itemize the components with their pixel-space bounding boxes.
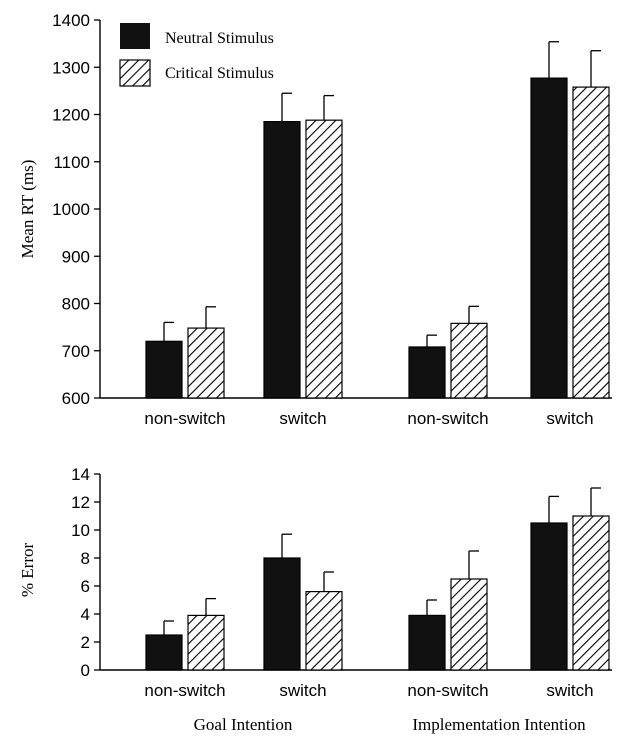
rt-chart: 600 700 800 900 1000 1100 1200 1300 1400 Mean RT… bbox=[18, 11, 612, 428]
err-x-tick-label: switch bbox=[279, 681, 326, 700]
rt-y-tick-label: 1300 bbox=[52, 58, 90, 77]
rt-y-tick-label: 1000 bbox=[52, 200, 90, 219]
rt-x-tick-labels: non-switch switch non-switch switch bbox=[144, 409, 593, 428]
err-bar-neutral bbox=[408, 614, 446, 671]
rt-x-tick-label: non-switch bbox=[144, 409, 225, 428]
rt-y-tick-label: 900 bbox=[62, 247, 90, 266]
err-bar-critical bbox=[187, 614, 225, 671]
err-y-tick-label: 10 bbox=[71, 521, 90, 540]
rt-x-tick-label: switch bbox=[546, 409, 593, 428]
legend-swatch-critical bbox=[119, 59, 151, 87]
err-y-ticks: 0 2 4 6 8 10 12 14 bbox=[71, 465, 100, 680]
err-bar-neutral bbox=[263, 557, 301, 671]
group-label-goal: Goal Intention bbox=[194, 715, 293, 734]
legend-label-neutral: Neutral Stimulus bbox=[165, 30, 274, 47]
legend-label-critical: Critical Stimulus bbox=[165, 65, 274, 82]
rt-y-tick-label: 1200 bbox=[52, 106, 90, 125]
rt-bar-critical bbox=[450, 322, 488, 399]
rt-y-tick-label: 1400 bbox=[52, 11, 90, 30]
legend-swatch-neutral bbox=[120, 23, 150, 49]
err-y-axis-label: % Error bbox=[18, 543, 37, 598]
err-bars bbox=[145, 487, 610, 671]
err-y-tick-label: 8 bbox=[81, 549, 90, 568]
err-y-tick-label: 6 bbox=[81, 577, 90, 596]
rt-y-ticks: 600 700 800 900 1000 1100 1200 1300 1400 bbox=[52, 11, 100, 408]
rt-bars bbox=[145, 41, 610, 399]
err-x-tick-label: non-switch bbox=[407, 681, 488, 700]
err-bar-neutral bbox=[145, 634, 183, 671]
rt-x-tick-label: switch bbox=[279, 409, 326, 428]
rt-y-tick-label: 1100 bbox=[53, 153, 90, 172]
err-y-tick-label: 14 bbox=[71, 465, 90, 484]
group-label-implementation: Implementation Intention bbox=[412, 715, 586, 734]
rt-y-tick-label: 800 bbox=[62, 295, 90, 314]
err-bar-neutral bbox=[530, 522, 568, 671]
err-y-tick-label: 4 bbox=[81, 605, 90, 624]
rt-y-axis-label: Mean RT (ms) bbox=[18, 160, 37, 259]
rt-x-tick-label: non-switch bbox=[407, 409, 488, 428]
rt-bar-critical bbox=[187, 327, 225, 399]
rt-bar-critical bbox=[305, 119, 343, 399]
err-bar-critical bbox=[572, 515, 610, 671]
rt-y-tick-label: 700 bbox=[62, 342, 90, 361]
err-x-tick-label: switch bbox=[546, 681, 593, 700]
rt-bar-neutral bbox=[408, 346, 446, 399]
err-x-tick-labels: non-switch switch non-switch switch bbox=[144, 681, 593, 700]
err-x-tick-label: non-switch bbox=[144, 681, 225, 700]
err-y-tick-label: 0 bbox=[81, 661, 90, 680]
err-bar-critical bbox=[450, 578, 488, 671]
rt-bar-critical bbox=[572, 86, 610, 399]
rt-y-tick-label: 600 bbox=[62, 389, 90, 408]
legend: Neutral Stimulus Critical Stimulus bbox=[119, 23, 274, 87]
rt-bar-neutral bbox=[263, 120, 301, 399]
err-y-tick-label: 2 bbox=[81, 633, 90, 652]
err-y-tick-label: 12 bbox=[71, 493, 90, 512]
err-bar-critical bbox=[305, 590, 343, 671]
rt-bar-neutral bbox=[530, 77, 568, 399]
rt-bar-neutral bbox=[145, 340, 183, 399]
